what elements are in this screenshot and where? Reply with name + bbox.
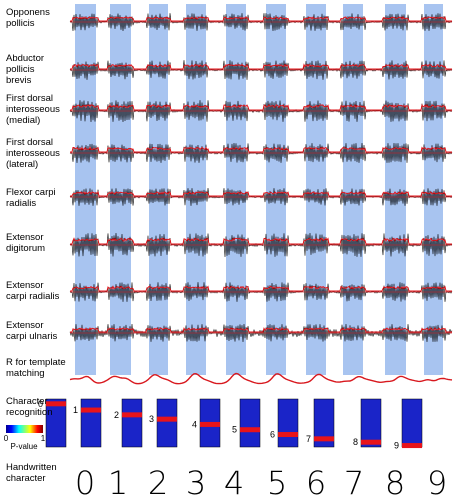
emg-trace-fcr bbox=[69, 187, 453, 206]
row-label-fdim: First dorsal interosseous (medial) bbox=[6, 93, 60, 126]
highlight-band-3 bbox=[186, 4, 206, 375]
digit-highlight-bands bbox=[75, 4, 443, 375]
recog-digit-label-0: 0 bbox=[38, 399, 43, 409]
recog-digit-label-8: 8 bbox=[353, 437, 358, 447]
recog-panel-2 bbox=[121, 398, 143, 448]
emg-envelope-ecr bbox=[70, 285, 452, 292]
emg-envelope-apb bbox=[70, 63, 452, 70]
recog-panel-8 bbox=[360, 398, 382, 448]
row-label-op: Opponens pollicis bbox=[6, 7, 50, 29]
handwritten-digit-8: 8 bbox=[385, 464, 405, 499]
emg-trace-apb bbox=[69, 60, 453, 80]
emg-envelope-ed bbox=[70, 237, 452, 245]
recog-match-6 bbox=[278, 432, 298, 438]
highlight-band-6 bbox=[306, 4, 326, 375]
recog-match-4 bbox=[200, 421, 220, 427]
recog-match-8 bbox=[361, 439, 381, 445]
character-recognition-panels: 0 1 2 3 4 5 6 7 8 9 bbox=[38, 398, 423, 451]
handwritten-digit-7: 7 bbox=[344, 464, 364, 499]
recog-panel-0 bbox=[45, 398, 67, 448]
r-template-label: R for template matching bbox=[6, 357, 66, 379]
emg-traces bbox=[69, 13, 453, 343]
character-recognition-label: Character recognition bbox=[6, 396, 53, 418]
recog-match-3 bbox=[157, 416, 177, 422]
recog-match-2 bbox=[122, 412, 142, 418]
handwritten-digit-2: 2 bbox=[148, 464, 168, 499]
highlight-band-4 bbox=[226, 4, 246, 375]
handwritten-digit-0: 0 bbox=[75, 464, 95, 499]
row-label-ed: Extensor digitorum bbox=[6, 232, 46, 254]
r-curve bbox=[69, 372, 453, 385]
recog-match-7 bbox=[314, 436, 334, 442]
p-value-colorbar: 0 1P-value bbox=[4, 425, 46, 451]
row-label-fdil: First dorsal interosseous (lateral) bbox=[6, 137, 60, 170]
recog-match-9 bbox=[402, 443, 422, 449]
recog-digit-label-9: 9 bbox=[394, 441, 399, 451]
template-matching-r-curves bbox=[69, 372, 453, 385]
recog-match-0 bbox=[46, 401, 66, 407]
recog-digit-label-4: 4 bbox=[192, 419, 197, 429]
recog-panel-7 bbox=[313, 398, 335, 448]
handwritten-digit-4: 4 bbox=[224, 464, 244, 499]
row-label-ecr: Extensor carpi radialis bbox=[6, 280, 60, 302]
recog-digit-label-2: 2 bbox=[114, 410, 119, 420]
emg-envelope-op bbox=[70, 15, 452, 22]
highlight-band-0 bbox=[75, 4, 96, 375]
colorbar-gradient bbox=[6, 425, 43, 433]
row-label-apb: Abductor pollicis brevis bbox=[6, 53, 45, 86]
highlight-band-1 bbox=[110, 4, 131, 375]
emg-envelope-ecu bbox=[70, 327, 452, 333]
handwritten-digit-6: 6 bbox=[306, 464, 326, 499]
recog-panel-5 bbox=[239, 398, 261, 448]
recog-panel-3 bbox=[156, 398, 178, 448]
handwritten-digit-9: 9 bbox=[427, 464, 447, 499]
highlight-band-9 bbox=[424, 4, 443, 375]
emg-trace-op bbox=[69, 13, 453, 32]
row-label-ecu: Extensor carpi ulnaris bbox=[6, 320, 58, 342]
highlight-band-2 bbox=[149, 4, 168, 375]
handwritten-digit-1: 1 bbox=[108, 464, 128, 499]
handwritten-digit-3: 3 bbox=[186, 464, 206, 499]
colorbar-title: P-value bbox=[10, 442, 38, 451]
emg-envelope-fcr bbox=[70, 190, 452, 197]
recog-match-1 bbox=[81, 407, 101, 413]
highlight-band-7 bbox=[343, 4, 363, 375]
recog-panel-6 bbox=[277, 398, 299, 448]
emg-envelope-fdim bbox=[70, 103, 452, 111]
recog-digit-label-3: 3 bbox=[149, 414, 154, 424]
colorbar-max-label: 1 bbox=[41, 434, 46, 443]
recog-digit-label-5: 5 bbox=[232, 425, 237, 435]
colorbar-min-label: 0 bbox=[4, 434, 9, 443]
recog-digit-label-1: 1 bbox=[73, 405, 78, 415]
row-label-fcr: Flexor carpi radialis bbox=[6, 187, 56, 209]
recog-panel-1 bbox=[80, 398, 102, 448]
highlight-band-5 bbox=[266, 4, 286, 375]
recog-digit-label-6: 6 bbox=[270, 430, 275, 440]
recog-panel-9 bbox=[401, 398, 423, 448]
handwritten-character-label: Handwritten character bbox=[6, 462, 57, 484]
recog-match-5 bbox=[240, 427, 260, 433]
highlight-band-8 bbox=[385, 4, 406, 375]
handwritten-digit-5: 5 bbox=[267, 464, 287, 499]
emg-envelope-fdil bbox=[70, 146, 452, 153]
recog-digit-label-7: 7 bbox=[306, 434, 311, 444]
